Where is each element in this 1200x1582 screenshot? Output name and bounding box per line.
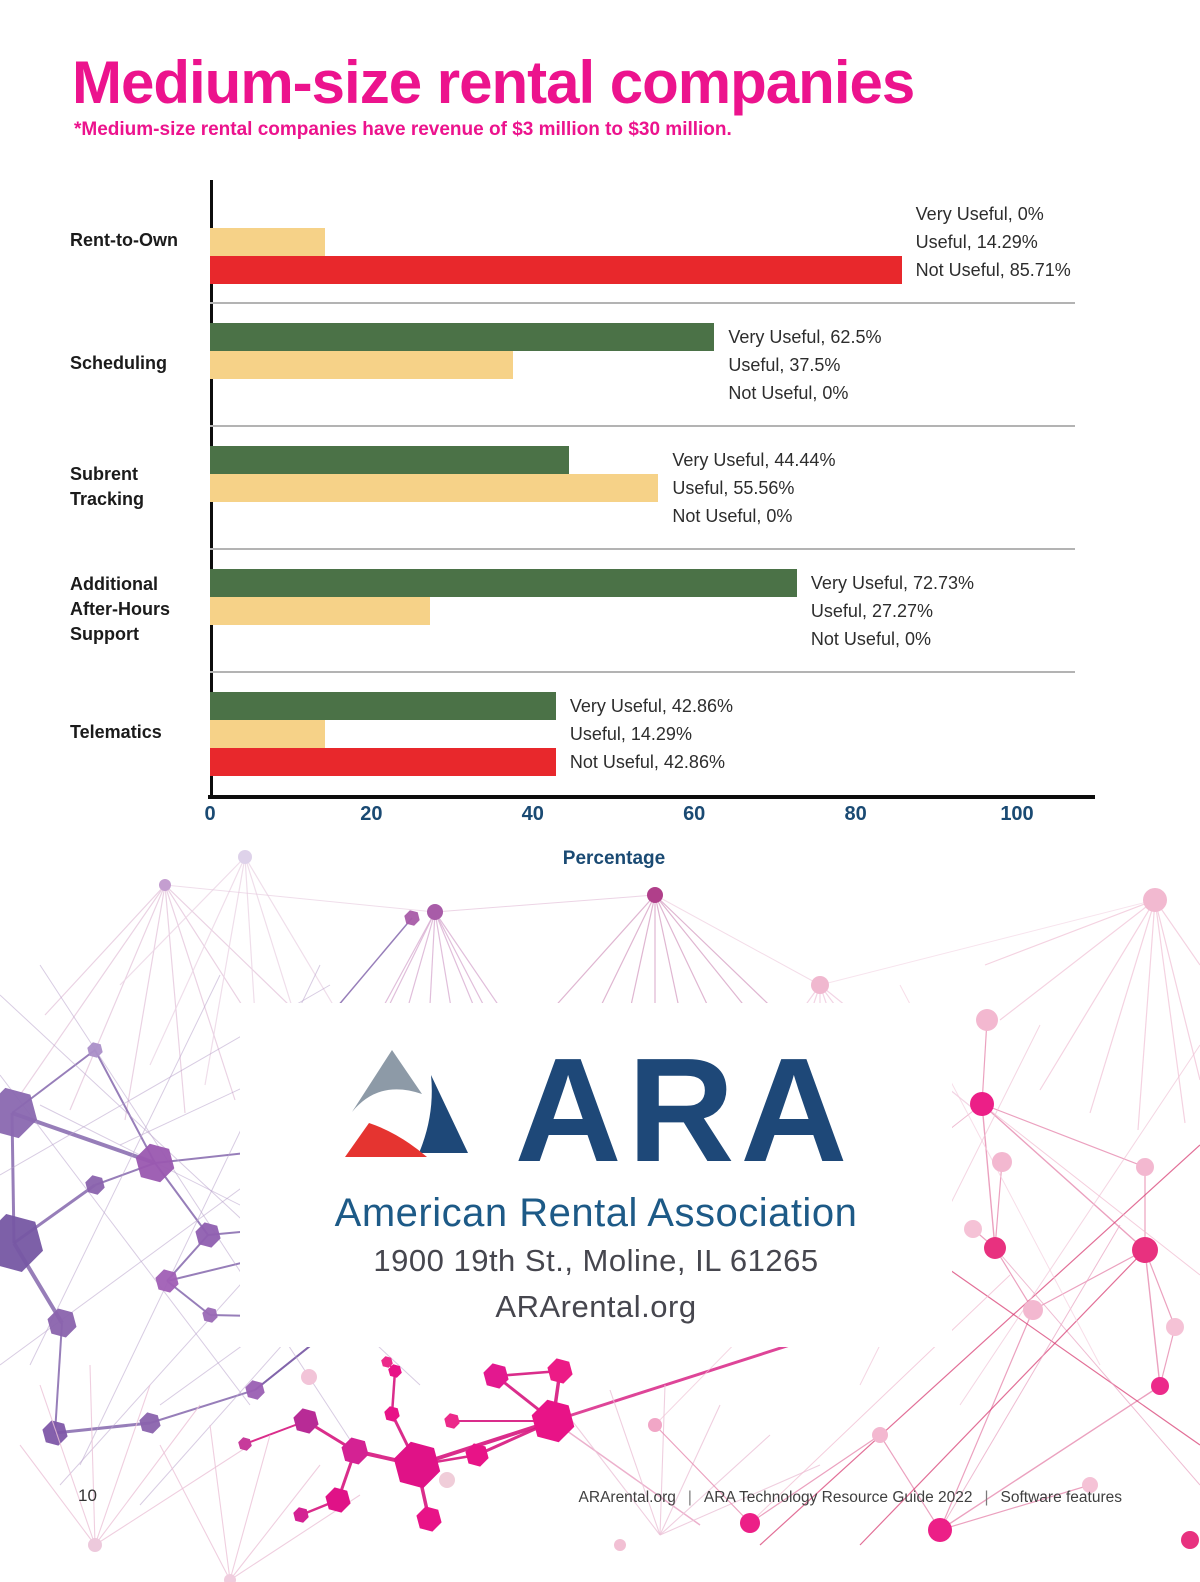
plot-area: Very Useful, 0% Useful, 14.29% Not Useful,…	[210, 180, 1090, 795]
value-label-rent-to-own-2: Not Useful, 85.71%	[915, 259, 1071, 280]
footer-guide: ARA Technology Resource Guide 2022	[703, 1489, 973, 1506]
bar-useful-subrent-tracking	[210, 473, 659, 502]
value-label-subrent-tracking-1: Useful, 55.56%	[672, 477, 795, 498]
ara-logo-card: ARA American Rental Association 1900 19t…	[240, 1003, 952, 1347]
footer-section: Software features	[1000, 1489, 1122, 1506]
bar-useful-rent-to-own	[210, 227, 326, 256]
value-label-rent-to-own-1: Useful, 14.29%	[915, 231, 1038, 252]
value-label-telematics-0: Very Useful, 42.86%	[569, 695, 733, 716]
bar-chart: Very Useful, 0% Useful, 14.29% Not Useful,…	[0, 180, 1200, 890]
value-label-telematics-1: Useful, 14.29%	[569, 723, 692, 744]
bar-very-useful-subrent-tracking	[210, 445, 569, 474]
bar-very-useful-telematics	[210, 691, 556, 720]
chart-x-axis-line	[208, 795, 1095, 799]
page-number: 10	[78, 1486, 97, 1505]
x-tick-0: 0	[204, 803, 216, 825]
bar-useful-telematics	[210, 719, 326, 748]
value-label-scheduling-2: Not Useful, 0%	[728, 382, 849, 403]
bar-useful-additional-after-hours-support	[210, 596, 431, 625]
value-label-additional-after-hours-support-1: Useful, 27.27%	[810, 600, 933, 621]
footer-site: ARArental.org	[578, 1489, 676, 1506]
org-website: ARArental.org	[495, 1289, 697, 1324]
footer-text: ARArental.org | ARA Technology Resource Gu…	[579, 1489, 1122, 1507]
value-label-subrent-tracking-0: Very Useful, 44.44%	[672, 449, 836, 470]
x-tick-40: 40	[521, 803, 544, 825]
category-label-additional-after-hours-support: Additional After-Hours Support	[70, 574, 171, 644]
org-name: American Rental Association	[334, 1191, 858, 1235]
ara-logo: ARA	[240, 1027, 952, 1193]
category-label-rent-to-own: Rent-to-Own	[70, 230, 178, 250]
footer-separator: |	[687, 1489, 692, 1506]
value-label-scheduling-0: Very Useful, 62.5%	[728, 326, 882, 347]
category-label-subrent-tracking: Subrent Tracking	[70, 463, 145, 509]
bar-very-useful-scheduling	[210, 322, 715, 351]
org-address: 1900 19th St., Moline, IL 61265	[373, 1243, 819, 1278]
group-separator	[210, 302, 1075, 304]
ara-wordmark: ARA	[514, 1027, 854, 1193]
bar-useful-scheduling	[210, 350, 513, 379]
x-tick-20: 20	[360, 803, 383, 825]
group-separator	[210, 548, 1075, 550]
footer-separator: |	[984, 1489, 989, 1506]
value-label-rent-to-own-0: Very Useful, 0%	[915, 203, 1044, 224]
bar-not-useful-rent-to-own	[210, 255, 902, 284]
value-label-subrent-tracking-2: Not Useful, 0%	[672, 505, 793, 526]
page-subtitle: *Medium-size rental companies have reven…	[74, 119, 732, 140]
value-label-scheduling-1: Useful, 37.5%	[728, 354, 841, 375]
bar-very-useful-additional-after-hours-support	[210, 568, 797, 597]
x-tick-60: 60	[683, 803, 706, 825]
value-label-telematics-2: Not Useful, 42.86%	[569, 751, 725, 772]
category-label-scheduling: Scheduling	[70, 353, 168, 373]
page-title: Medium-size rental companies	[72, 49, 915, 116]
bar-not-useful-telematics	[210, 747, 556, 776]
x-tick-100: 100	[1000, 803, 1034, 825]
x-tick-80: 80	[844, 803, 867, 825]
ara-triangle-logo-icon	[344, 1049, 468, 1157]
x-axis-title: Percentage	[562, 848, 666, 869]
value-label-additional-after-hours-support-2: Not Useful, 0%	[810, 628, 931, 649]
group-separator	[210, 425, 1075, 427]
group-separator	[210, 671, 1075, 673]
value-label-additional-after-hours-support-0: Very Useful, 72.73%	[810, 572, 975, 593]
category-label-telematics: Telematics	[70, 722, 162, 742]
